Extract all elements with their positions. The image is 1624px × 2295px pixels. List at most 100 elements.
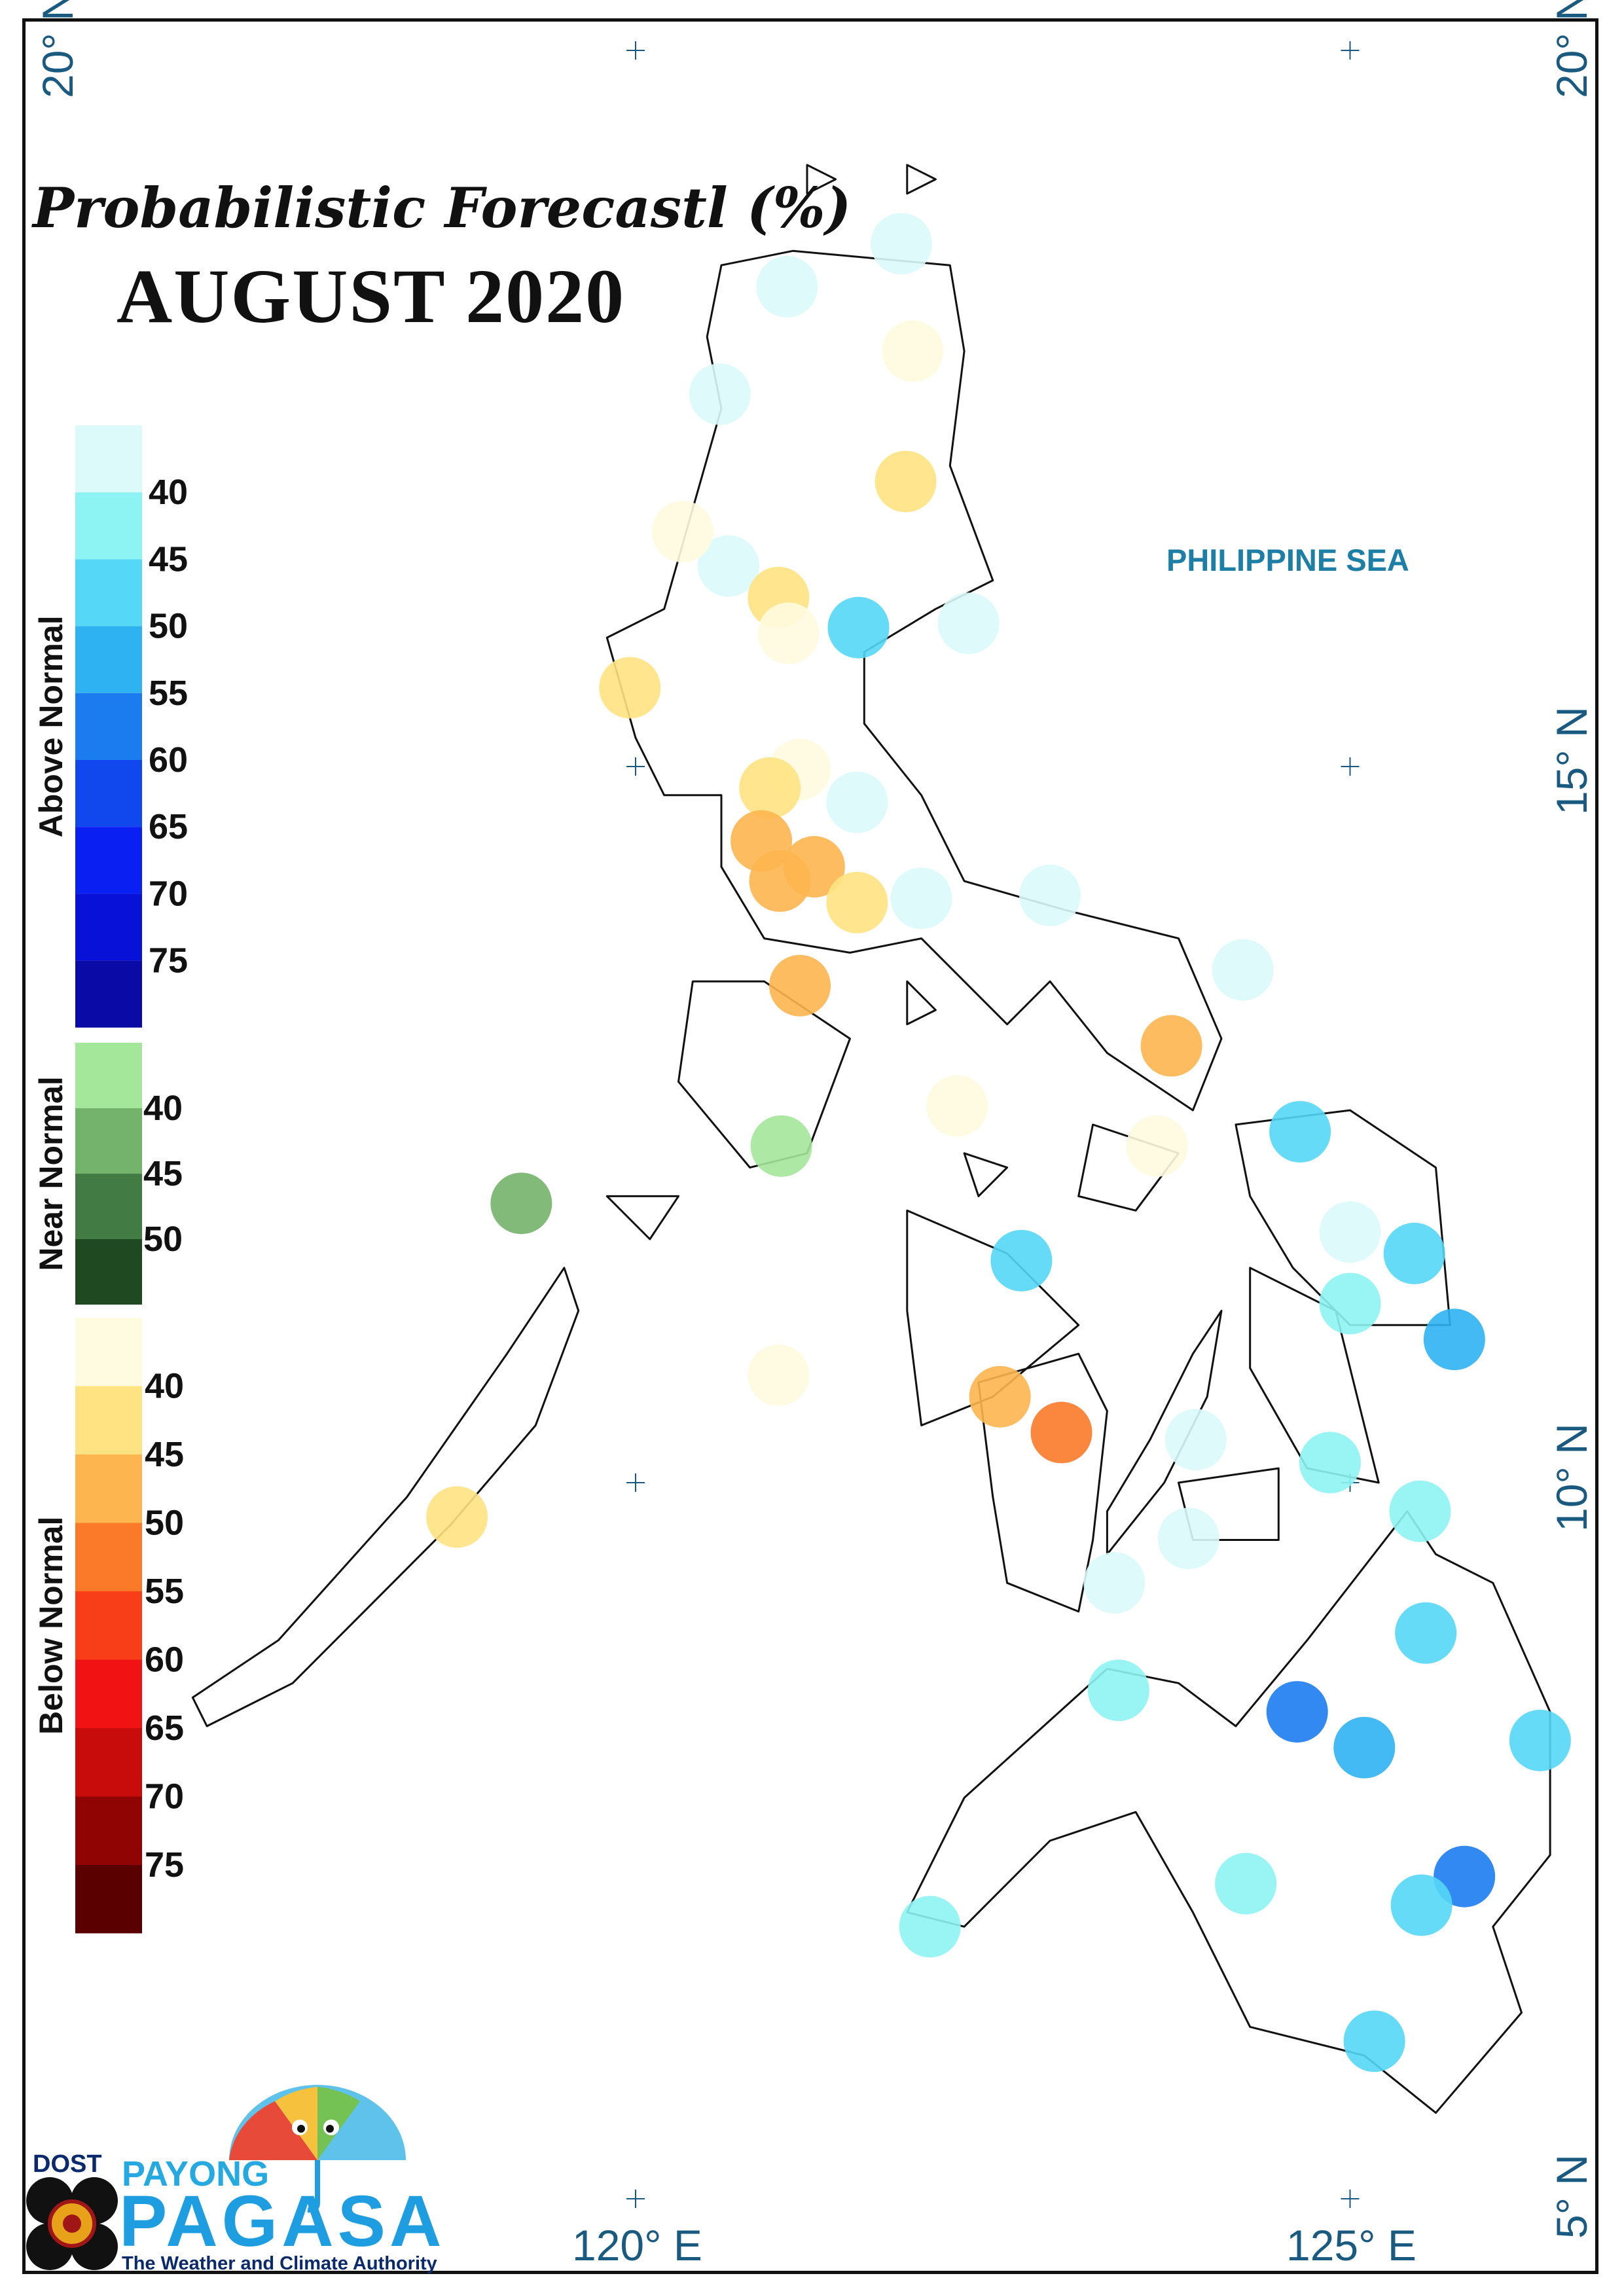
station-marker [757, 602, 820, 664]
lat-label-5: 5° N [1547, 2154, 1596, 2239]
below-normal-swatch [75, 1523, 142, 1591]
above-normal-swatch [75, 492, 142, 560]
coastline [605, 1195, 679, 1240]
station-marker [937, 592, 1000, 655]
below-normal-tick-label: 75 [145, 1845, 184, 1885]
station-marker [827, 596, 890, 659]
station-marker [748, 1344, 810, 1406]
station-marker [1269, 1100, 1331, 1163]
station-marker [969, 1365, 1031, 1428]
station-marker [871, 213, 933, 275]
above-normal-tick-label: 60 [149, 740, 188, 780]
map-subtitle: AUGUST 2020 [117, 253, 626, 339]
above-normal-label: Above Normal [33, 615, 69, 837]
station-marker [689, 363, 751, 425]
station-marker [1333, 1716, 1396, 1779]
station-marker [490, 1172, 552, 1235]
station-marker [739, 757, 801, 819]
legend: 40 45 50 55 60 65 70 75 Above Normal 40 45 50 Near N… [33, 425, 188, 1934]
map-frame: 40 45 50 55 60 65 70 75 Above Normal 40 45 50 Near N… [22, 18, 1598, 2274]
lat-label-15: 15° N [1547, 706, 1596, 815]
above-normal-tick-label: 45 [149, 539, 188, 579]
above-normal-swatch [75, 559, 142, 626]
payong-wordmark: PAYONG [122, 2154, 270, 2194]
station-marker [1299, 1432, 1361, 1494]
below-normal-swatch [75, 1455, 142, 1523]
above-normal-tick-label: 40 [149, 473, 188, 512]
station-marker [1087, 1659, 1149, 1722]
below-normal-label: Below Normal [33, 1517, 69, 1735]
station-marker [1319, 1273, 1381, 1335]
below-normal-tick-label: 40 [145, 1367, 184, 1406]
coastline [605, 249, 1223, 1111]
sea-label: PHILIPPINE SEA [1166, 543, 1409, 577]
below-normal-tick-label: 70 [145, 1777, 184, 1816]
below-normal-tick-label: 65 [145, 1708, 184, 1748]
station-marker [1157, 1508, 1219, 1570]
below-normal-swatch [75, 1796, 142, 1865]
coastline [191, 1267, 580, 1727]
station-marker [426, 1486, 488, 1548]
station-marker [882, 320, 944, 382]
lon-label-120: 120° E [572, 2221, 702, 2269]
near-normal-swatch [75, 1043, 142, 1108]
coastline [1235, 1109, 1451, 1326]
coastline [963, 1152, 1009, 1197]
umbrella-icon [229, 2085, 406, 2213]
near-normal-tick-label: 50 [143, 1220, 183, 1259]
near-normal-tick-label: 40 [143, 1089, 183, 1128]
lat-label-10: 10° N [1547, 1423, 1596, 1532]
near-normal-label: Near Normal [33, 1076, 69, 1271]
station-marker [826, 771, 888, 833]
above-normal-swatch [75, 760, 142, 827]
above-normal-swatch [75, 894, 142, 961]
above-normal-swatch [75, 626, 142, 693]
lat-label-20-left: 20° N [33, 0, 82, 98]
station-marker [1423, 1309, 1485, 1371]
coastline [1106, 1309, 1223, 1555]
below-normal-tick-label: 60 [145, 1640, 184, 1680]
below-normal-swatch [75, 1591, 142, 1660]
above-normal-tick-label: 75 [149, 941, 188, 981]
coastline-layer [191, 164, 1551, 2114]
above-normal-swatch [75, 425, 142, 493]
above-normal-swatch [75, 827, 142, 894]
lon-label-125: 125° E [1286, 2221, 1416, 2269]
station-marker [1389, 1480, 1451, 1542]
station-marker [875, 450, 937, 513]
below-normal-swatch [75, 1728, 142, 1797]
below-normal-swatch [75, 1865, 142, 1934]
below-normal-tick-label: 55 [145, 1572, 184, 1611]
station-marker [783, 836, 845, 898]
near-normal-swatch [75, 1108, 142, 1174]
coastline [906, 980, 937, 1026]
station-marker [1395, 1602, 1457, 1664]
above-normal-tick-label: 55 [149, 674, 188, 713]
station-marker [769, 954, 831, 1017]
station-marker [1383, 1222, 1445, 1284]
station-marker [990, 1229, 1053, 1292]
above-normal-swatch [75, 693, 142, 760]
station-marker [599, 657, 661, 719]
below-normal-swatch [75, 1318, 142, 1386]
near-normal-tick-label: 45 [143, 1154, 183, 1193]
dost-wordmark: DOST [33, 2150, 102, 2178]
station-marker [1215, 1852, 1277, 1915]
station-marker [826, 871, 888, 933]
coastline [906, 1510, 1551, 2114]
station-marker [1164, 1409, 1227, 1471]
station-marker [1509, 1709, 1571, 1771]
station-marker [750, 1115, 812, 1177]
pagasa-tagline: The Weather and Climate Authority [122, 2253, 437, 2274]
station-marker [1343, 2010, 1405, 2072]
station-marker [899, 1896, 961, 1958]
station-marker [1030, 1401, 1092, 1464]
map-title: Probabilistic Forecastl (%) [33, 175, 852, 240]
station-marker [1126, 1115, 1188, 1177]
station-marker [890, 867, 952, 930]
station-marker [1266, 1681, 1328, 1743]
station-marker [926, 1075, 988, 1137]
below-normal-swatch [75, 1659, 142, 1728]
station-marker [1019, 864, 1081, 926]
station-marker [1083, 1552, 1146, 1614]
